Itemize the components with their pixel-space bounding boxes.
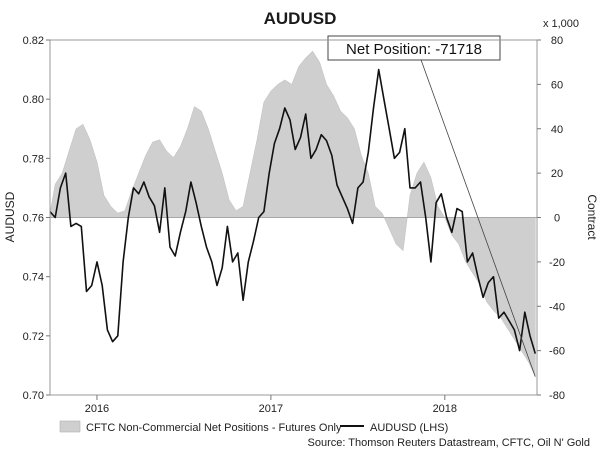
net-positions-area	[49, 50, 536, 377]
legend-swatch-net-positions	[59, 420, 81, 433]
x-tick-label: 2016	[85, 403, 109, 415]
right-axis: 80 60 40 20 0 -20 -40 -60 -80	[537, 35, 565, 402]
left-axis-title: AUDUSD	[3, 191, 17, 242]
audusd-line-layer	[49, 68, 537, 354]
left-tick-label: 0.74	[23, 272, 44, 284]
callout-leader-line	[419, 56, 536, 377]
x-tick-label: 2017	[259, 403, 283, 415]
x-tick-label: 2018	[433, 403, 457, 415]
source-note: Source: Thomson Reuters Datastream, CFTC…	[308, 437, 591, 449]
callout-label: Net Position: -71718	[346, 41, 482, 58]
right-tick-label: -20	[549, 257, 565, 269]
left-tick-label: 0.82	[23, 35, 44, 47]
left-tick-label: 0.70	[23, 390, 44, 402]
left-tick-label: 0.78	[23, 153, 44, 165]
right-tick-label: 80	[551, 35, 563, 47]
left-tick-label: 0.72	[23, 331, 44, 343]
right-tick-label: 40	[551, 124, 563, 136]
right-tick-label: -40	[549, 301, 565, 313]
right-axis-multiplier: x 1,000	[543, 18, 579, 30]
right-tick-label: -80	[549, 390, 565, 402]
left-axis: 0.82 0.80 0.78 0.76 0.74 0.72 0.70	[23, 35, 50, 402]
right-axis-title: Contract	[585, 194, 599, 240]
left-tick-label: 0.80	[23, 94, 44, 106]
legend-label-audusd: AUDUSD (LHS)	[370, 422, 448, 434]
x-axis: 2016 2017 2018	[85, 395, 457, 415]
legend: CFTC Non-Commercial Net Positions - Futu…	[59, 420, 448, 434]
right-tick-label: 60	[551, 79, 563, 91]
legend-label-net-positions: CFTC Non-Commercial Net Positions - Futu…	[86, 422, 342, 434]
right-tick-label: 20	[551, 168, 563, 180]
right-tick-label: 0	[554, 213, 560, 225]
audusd-line	[49, 68, 537, 354]
net-positions-area-layer	[49, 50, 536, 377]
chart-title: AUDUSD	[264, 9, 337, 28]
left-tick-label: 0.76	[23, 213, 44, 225]
right-tick-label: -60	[549, 346, 565, 358]
